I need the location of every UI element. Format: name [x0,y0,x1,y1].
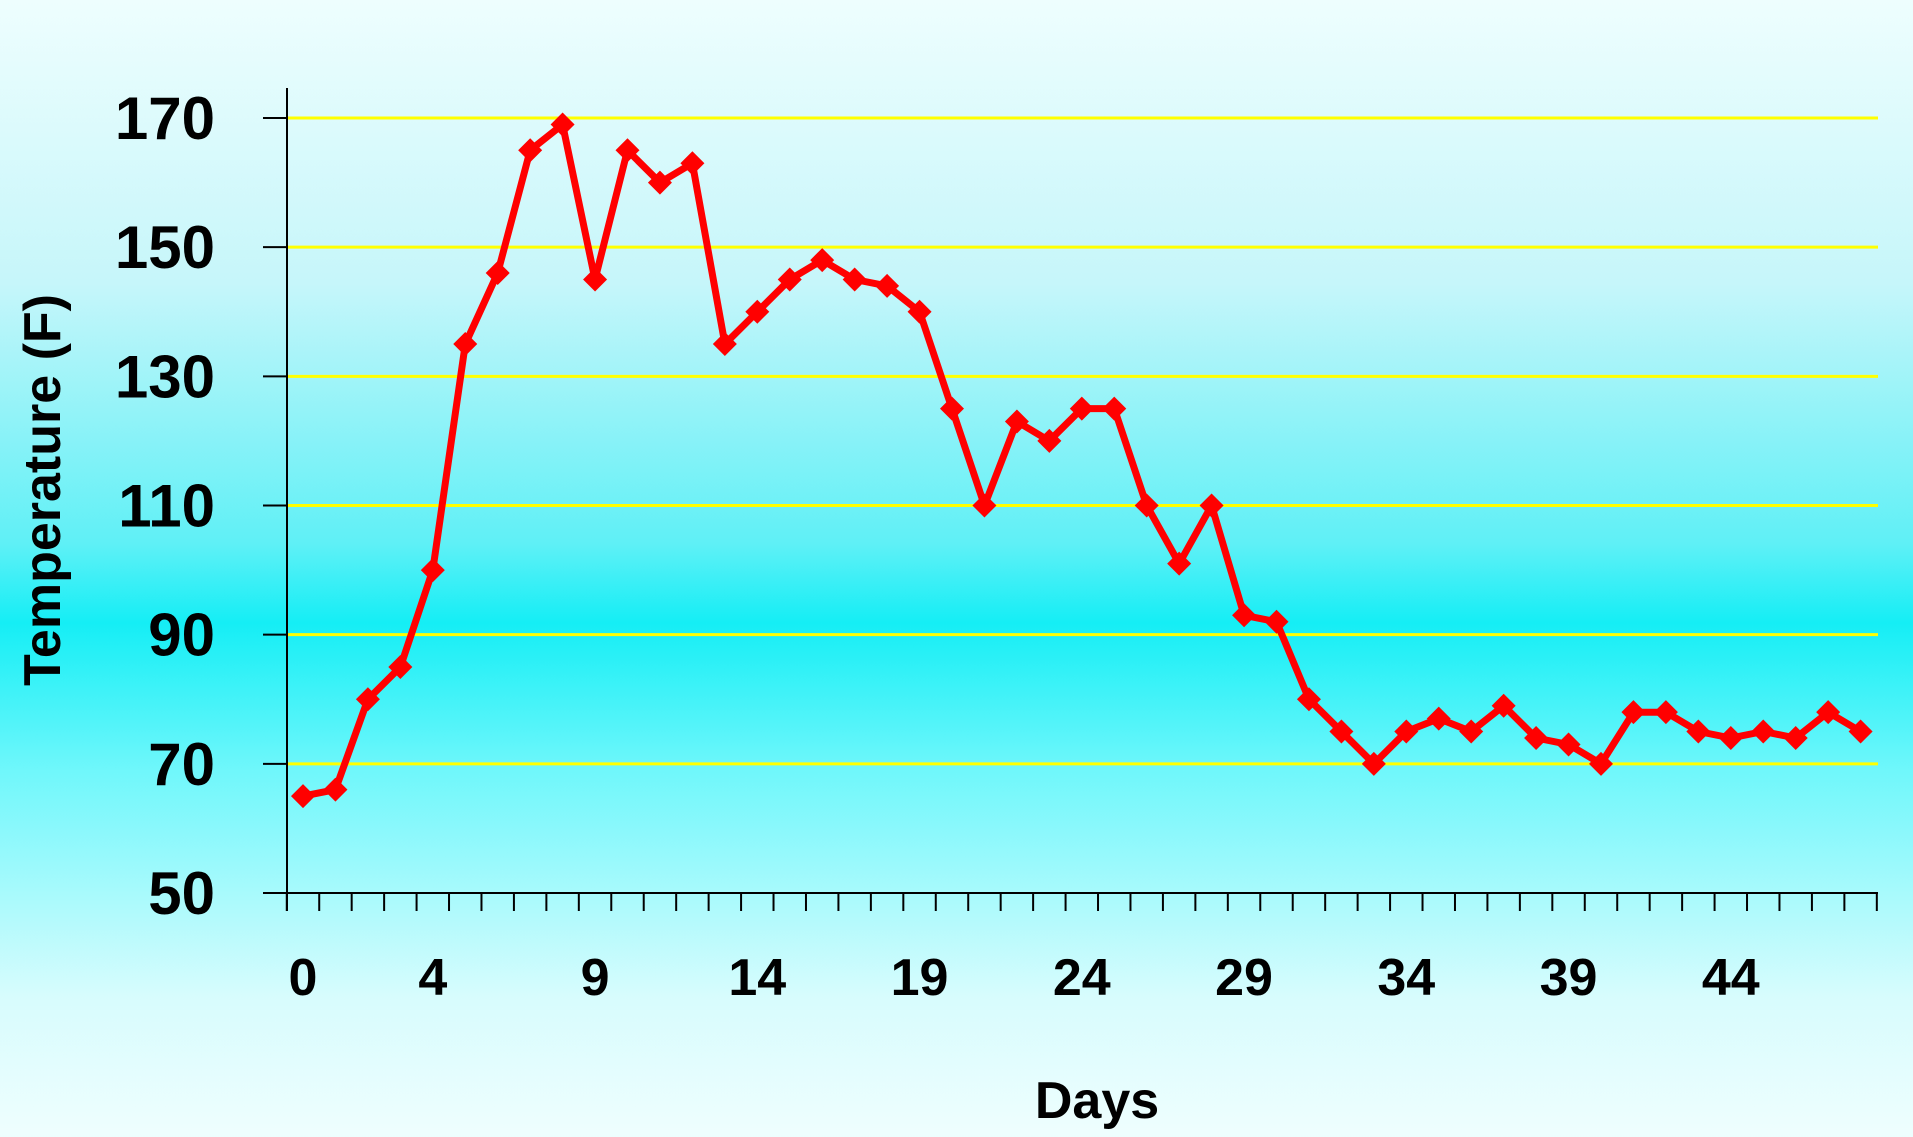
data-point [550,112,575,137]
data-point [1653,700,1678,725]
data-point [1556,732,1581,757]
data-point [1394,719,1419,744]
data-point [420,558,445,583]
data-point [453,332,478,357]
data-point [1751,719,1776,744]
axes [263,88,1878,911]
x-tick-label: 24 [1053,949,1111,1007]
data-point [680,151,705,176]
x-axis-label: Days [1035,1072,1159,1130]
gridlines [287,116,1878,766]
x-tick-label: 19 [891,949,949,1007]
data-point [1102,396,1127,421]
y-tick-label: 130 [115,343,215,410]
data-point [355,687,380,712]
y-tick-label: 110 [118,473,215,540]
data-point [1004,409,1029,434]
data-point [1232,603,1257,628]
x-tick-label: 34 [1377,949,1435,1007]
data-point [1426,706,1451,731]
x-tick-labels: 0 4 9 14 19 24 29 34 39 44 [289,949,1760,1007]
data-point [615,138,640,163]
data-point [1037,428,1062,453]
data-point [1134,493,1159,518]
data-point [1264,609,1289,634]
data-point [1459,719,1484,744]
x-tick-label: 0 [289,949,318,1007]
data-point [1524,726,1549,750]
data-point [940,396,964,421]
x-tick-label: 9 [581,949,610,1007]
data-point [1783,726,1808,750]
data-point [647,170,672,195]
y-tick-label: 150 [115,214,215,281]
data-point [972,493,997,518]
data-point [745,299,770,324]
data-point [1686,719,1711,744]
series-temperature [299,121,1865,800]
y-tick-label: 50 [148,860,215,927]
data-point [1296,687,1321,712]
data-point [485,261,510,285]
data-point [842,267,867,292]
data-point [1167,551,1192,576]
data-point [1491,693,1516,718]
data-point [907,299,932,324]
data-point [777,267,802,292]
y-tick-labels: 50 70 90 110 130 150 170 [115,85,215,927]
y-tick-label: 90 [148,602,215,669]
data-point [875,273,900,298]
data-point [583,267,608,292]
data-point [1069,396,1094,421]
y-tick-label: 70 [148,731,215,798]
data-point [323,777,348,802]
x-tick-label: 44 [1702,949,1760,1007]
x-tick-label: 14 [728,949,786,1007]
data-point-markers [291,112,1873,809]
data-point [1361,751,1386,776]
y-axis-label: Temperature (F) [14,294,72,686]
series-line [299,121,1865,800]
data-point [291,784,315,809]
x-tick-label: 4 [418,949,447,1007]
data-point [518,138,543,163]
data-point [1621,700,1646,725]
x-tick-label: 39 [1540,949,1598,1007]
data-point [388,654,413,679]
y-tick-label: 170 [115,85,215,152]
data-point [1848,719,1873,744]
data-point [1718,726,1743,750]
data-point [810,248,835,273]
data-point [712,332,737,357]
data-point [1199,493,1224,518]
x-tick-label: 29 [1215,949,1273,1007]
data-point [1816,700,1841,725]
data-point [1589,751,1613,776]
data-point [1329,719,1354,744]
